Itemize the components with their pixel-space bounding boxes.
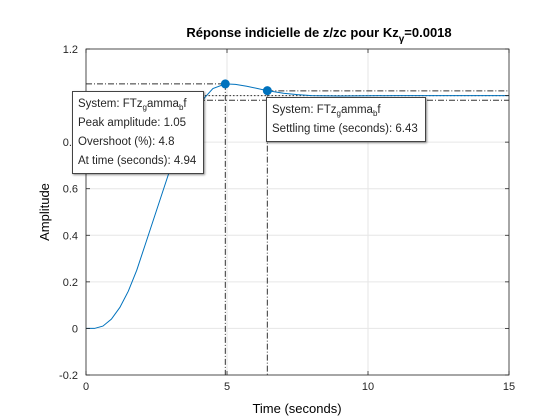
- x-tick-label: 10: [362, 381, 374, 393]
- marker-layer: [220, 79, 272, 96]
- x-tick-label: 15: [503, 381, 515, 393]
- y-tick-label: -0.2: [59, 370, 78, 382]
- series-layer: [86, 83, 509, 329]
- x-tick-labels: 0 5 10 15: [83, 381, 515, 393]
- datatip-peak[interactable]: System: FTzgammabf Peak amplitude: 1.05 …: [72, 91, 205, 174]
- settling-marker: [262, 86, 272, 96]
- datatip-peak-system: System: FTzgammabf: [78, 98, 187, 112]
- datatip-peak-time: At time (seconds): 4.94: [78, 155, 197, 167]
- y-tick-label: 0.6: [63, 184, 78, 196]
- datatip-peak-amplitude: Peak amplitude: 1.05: [78, 117, 187, 129]
- x-tick-label: 0: [83, 381, 89, 393]
- y-tick-label: 0: [72, 323, 78, 335]
- datatip-settling[interactable]: System: FTzgammabf Settling time (second…: [266, 97, 426, 142]
- y-tick-label: 0.2: [63, 277, 78, 289]
- tick-marks: [85, 48, 510, 376]
- y-axis-label: Amplitude: [37, 183, 52, 241]
- plot-border: [85, 48, 510, 376]
- x-axis-label: Time (seconds): [252, 401, 341, 416]
- chart-title: Réponse indicielle de z/zc pour Kzγ=0.00…: [186, 25, 451, 45]
- x-tick-label: 5: [224, 381, 230, 393]
- datatip-peak-overshoot: Overshoot (%): 4.8: [78, 136, 175, 148]
- y-tick-label: 1.2: [63, 44, 78, 56]
- datatip-settling-time: Settling time (seconds): 6.43: [272, 123, 418, 135]
- step-response-line: [86, 83, 509, 329]
- peak-marker: [220, 79, 230, 89]
- y-tick-label: 0.4: [63, 230, 78, 242]
- datatip-settling-system: System: FTzgammabf: [272, 104, 381, 118]
